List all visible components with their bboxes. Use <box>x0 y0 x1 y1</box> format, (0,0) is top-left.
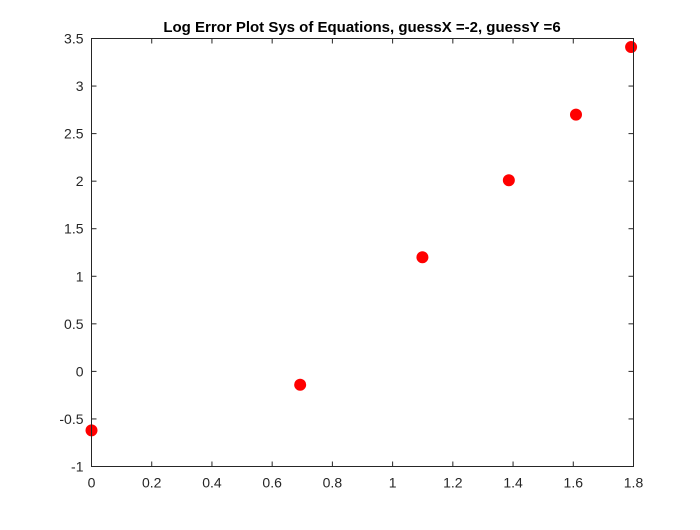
y-tick-label: 2 <box>76 173 84 189</box>
x-tick-label: 0.2 <box>142 475 162 491</box>
y-tick-label: 3 <box>76 78 84 94</box>
plot-area-box <box>91 38 634 467</box>
x-tick-label: 0 <box>88 475 96 491</box>
y-tick-label: -0.5 <box>59 411 83 427</box>
data-points <box>85 41 638 437</box>
plot-area-background <box>91 38 634 467</box>
data-point <box>416 251 429 264</box>
y-tick-labels: -1 -0.5 0 0.5 1 1.5 2 2.5 3 3.5 <box>59 31 83 475</box>
data-point <box>294 378 307 391</box>
x-tick-label: 1 <box>389 475 397 491</box>
x-tick-label: 1.4 <box>503 475 523 491</box>
x-tick-label: 0.6 <box>262 475 282 491</box>
data-point <box>569 108 582 121</box>
x-tick-label: 1.6 <box>564 475 584 491</box>
y-tick-label: 1 <box>76 268 84 284</box>
x-tick-labels: 0 0.2 0.4 0.6 0.8 1 1.2 1.4 1.6 1.8 <box>88 475 644 491</box>
chart-title: Log Error Plot Sys of Equations, guessX … <box>163 19 560 36</box>
y-tick-label: -1 <box>71 459 84 475</box>
y-tick-label: 1.5 <box>64 221 84 237</box>
data-point <box>625 41 638 54</box>
y-tick-label: 0 <box>76 363 84 379</box>
y-tick-label: 2.5 <box>64 126 84 142</box>
x-tick-label: 1.2 <box>443 475 463 491</box>
x-tick-label: 1.8 <box>624 475 644 491</box>
y-tick-label: 3.5 <box>64 31 84 47</box>
x-tick-label: 0.8 <box>323 475 343 491</box>
y-tick-label: 0.5 <box>64 316 84 332</box>
x-tick-label: 0.4 <box>202 475 222 491</box>
data-point <box>502 174 515 187</box>
